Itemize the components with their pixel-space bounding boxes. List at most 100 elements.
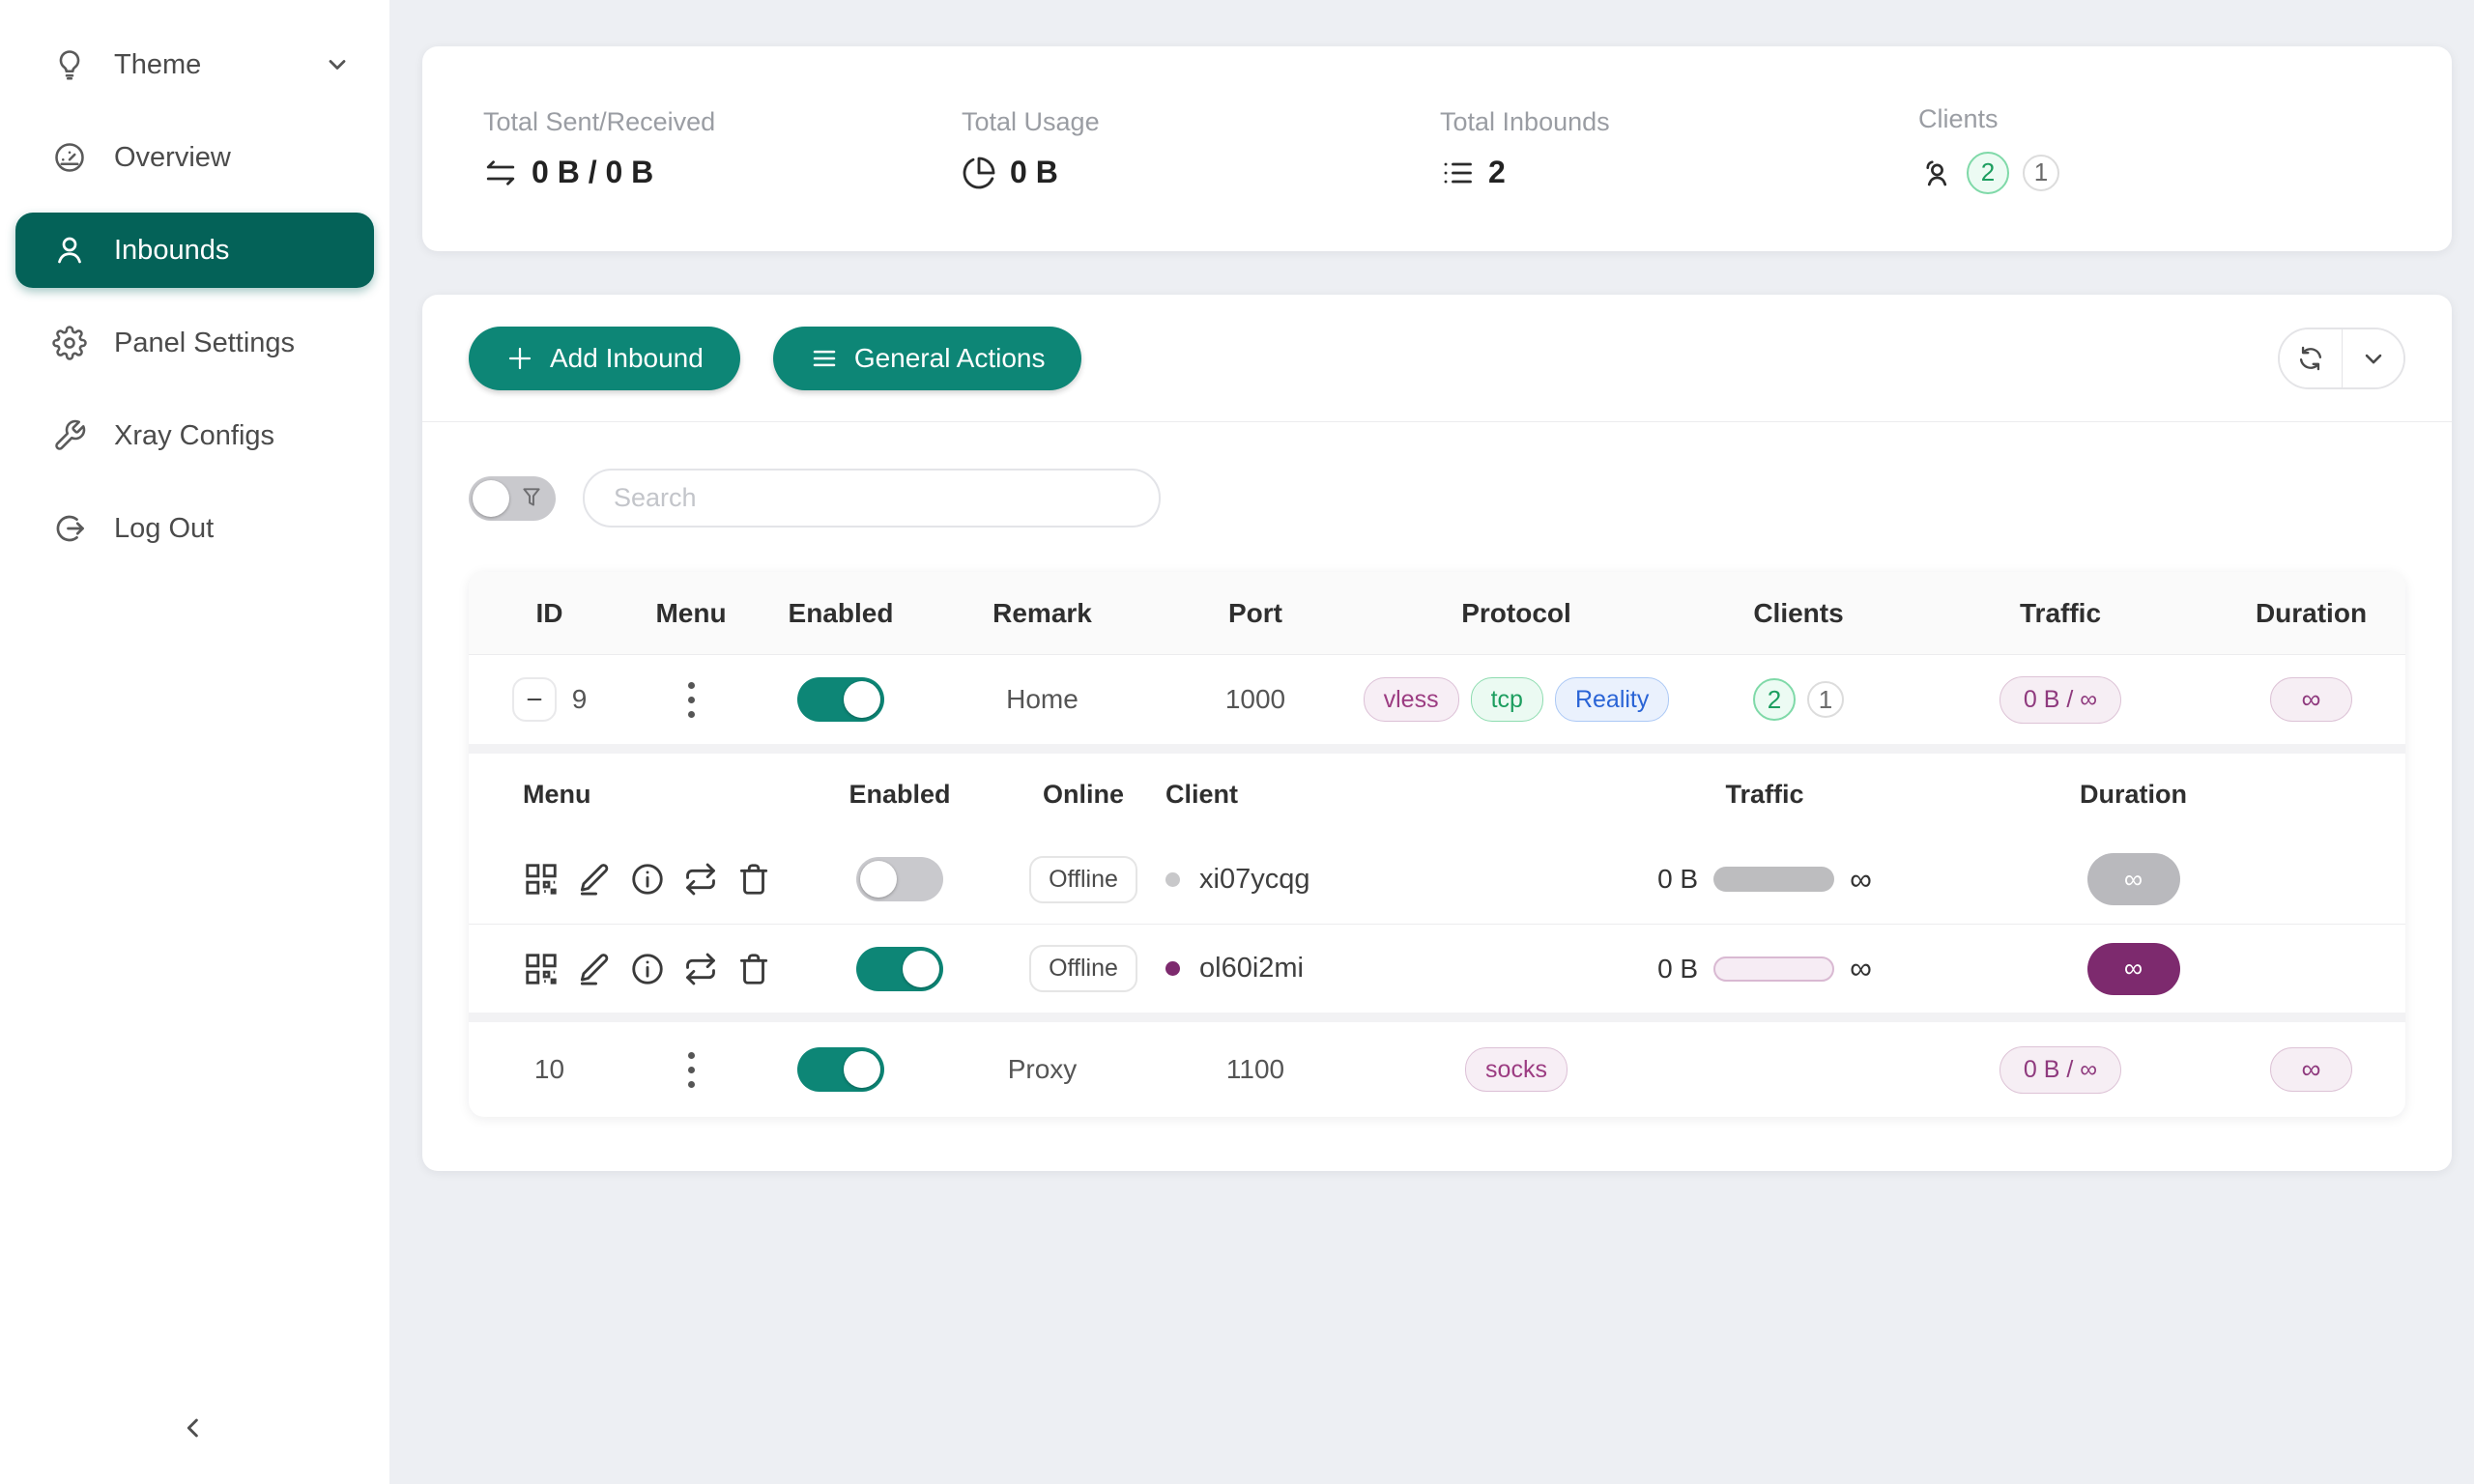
refresh-dropdown-button[interactable]	[2342, 328, 2403, 387]
row-duration-pill[interactable]: ∞	[2269, 1047, 2353, 1092]
plus-icon	[505, 344, 534, 373]
client-color-dot	[1165, 871, 1180, 887]
header-client: Client	[1165, 779, 1239, 809]
stat-clients: Clients 2 1	[1918, 104, 2397, 194]
stat-value: 2	[1488, 155, 1506, 189]
toggle-knob	[903, 950, 939, 987]
client-duration-pill[interactable]: ∞	[2086, 942, 2180, 995]
client-enabled-toggle[interactable]	[856, 946, 943, 991]
row-remark: Proxy	[1007, 1054, 1078, 1084]
add-inbound-label: Add Inbound	[550, 342, 704, 373]
person-icon	[52, 233, 87, 268]
header-menu: Menu	[523, 779, 591, 809]
reset-traffic-icon[interactable]	[682, 861, 719, 898]
header-traffic: Traffic	[1725, 779, 1804, 809]
delete-trash-icon[interactable]	[735, 951, 772, 987]
header-traffic: Traffic	[2019, 597, 2102, 628]
general-actions-label: General Actions	[853, 342, 1046, 373]
table-row: 10 Proxy 1100 socks 0 B / ∞ ∞	[469, 1022, 2405, 1117]
edit-pencil-icon[interactable]	[576, 861, 613, 898]
client-duration-pill[interactable]: ∞	[2086, 853, 2180, 905]
toggle-knob	[844, 681, 880, 718]
team-icon	[1918, 156, 1953, 190]
swap-arrows-icon	[483, 156, 518, 190]
general-actions-button[interactable]: General Actions	[772, 326, 1082, 390]
row-id: 9	[571, 684, 588, 714]
pie-chart-icon	[962, 156, 996, 190]
delete-trash-icon[interactable]	[735, 861, 772, 898]
stat-label: Clients	[1918, 103, 1999, 133]
filter-toggle[interactable]	[469, 475, 556, 521]
info-icon[interactable]	[629, 861, 666, 898]
header-protocol: Protocol	[1461, 597, 1571, 628]
row-duration-pill[interactable]: ∞	[2269, 677, 2353, 722]
refresh-button[interactable]	[2280, 328, 2342, 387]
sidebar-item-inbounds[interactable]: Inbounds	[15, 213, 374, 288]
collapse-row-button[interactable]	[511, 677, 557, 722]
header-id: ID	[535, 597, 563, 628]
stat-value: 0 B	[1010, 155, 1058, 189]
sidebar-item-theme[interactable]: Theme	[15, 27, 374, 102]
row-menu-kebab-icon[interactable]	[682, 1046, 701, 1094]
sidebar-item-log-out[interactable]: Log Out	[15, 491, 374, 566]
online-status-badge: Offline	[1029, 945, 1137, 992]
protocol-tag: vless	[1363, 677, 1459, 722]
stat-total-sent-received: Total Sent/Received 0 B / 0 B	[483, 107, 962, 190]
inbounds-toolbar: Add Inbound General Actions	[422, 295, 2452, 422]
expanded-clients-panel: Menu Enabled Online Client Traffic Durat…	[469, 744, 2405, 1022]
row-port: 1000	[1224, 684, 1286, 714]
header-duration: Duration	[2255, 597, 2368, 628]
header-enabled: Enabled	[849, 779, 951, 809]
header-port: Port	[1228, 597, 1282, 628]
refresh-icon	[2297, 345, 2324, 372]
client-color-dot	[1165, 961, 1180, 976]
client-name: xi07ycqg	[1199, 863, 1310, 895]
chevron-down-icon	[324, 51, 351, 78]
sidebar-item-label: Inbounds	[114, 234, 230, 266]
sidebar-collapse-button[interactable]	[172, 1407, 215, 1449]
funnel-icon	[519, 485, 544, 510]
reset-traffic-icon[interactable]	[682, 951, 719, 987]
sidebar-item-overview[interactable]: Overview	[15, 120, 374, 195]
row-clients-enabled-badge: 2	[1753, 678, 1796, 721]
info-icon[interactable]	[629, 951, 666, 987]
add-inbound-button[interactable]: Add Inbound	[469, 326, 740, 390]
search-input[interactable]	[583, 469, 1161, 528]
row-enabled-toggle[interactable]	[797, 1047, 884, 1092]
row-menu-kebab-icon[interactable]	[682, 676, 701, 724]
chevron-down-icon	[2360, 345, 2387, 372]
stat-label: Total Usage	[962, 107, 1100, 136]
sidebar-item-label: Theme	[114, 48, 202, 80]
row-enabled-toggle[interactable]	[797, 677, 884, 722]
chevron-left-icon	[178, 1413, 209, 1443]
row-remark: Home	[1006, 684, 1079, 714]
sidebar-item-xray-configs[interactable]: Xray Configs	[15, 398, 374, 473]
stats-card: Total Sent/Received 0 B / 0 B Total Usag…	[422, 46, 2452, 251]
hamburger-menu-icon	[810, 344, 839, 373]
gauge-icon	[52, 140, 87, 175]
row-traffic-pill: 0 B / ∞	[1999, 675, 2122, 724]
sidebar-item-label: Xray Configs	[114, 419, 275, 451]
traffic-progress-bar	[1713, 867, 1835, 892]
list-icon	[1440, 156, 1475, 190]
stat-total-inbounds: Total Inbounds 2	[1440, 107, 1918, 190]
minus-icon	[524, 689, 545, 710]
row-port: 1100	[1225, 1054, 1285, 1084]
edit-pencil-icon[interactable]	[576, 951, 613, 987]
qr-code-icon[interactable]	[523, 951, 560, 987]
protocol-tag: tcp	[1470, 677, 1543, 722]
sidebar-item-label: Log Out	[114, 512, 215, 544]
header-duration: Duration	[2080, 779, 2187, 809]
traffic-progress-bar	[1713, 956, 1835, 982]
sidebar-item-panel-settings[interactable]: Panel Settings	[15, 305, 374, 381]
refresh-button-group	[2278, 327, 2405, 389]
qr-code-icon[interactable]	[523, 861, 560, 898]
inbounds-table: ID Menu Enabled Remark Port Protocol Cli…	[469, 572, 2405, 1117]
stat-value: 0 B / 0 B	[532, 155, 654, 189]
protocol-tag: socks	[1465, 1047, 1568, 1092]
client-enabled-toggle[interactable]	[856, 857, 943, 901]
clients-enabled-badge: 2	[1967, 151, 2009, 194]
header-menu: Menu	[655, 597, 727, 628]
protocol-tag: Reality	[1554, 677, 1670, 722]
toggle-knob	[860, 861, 897, 898]
